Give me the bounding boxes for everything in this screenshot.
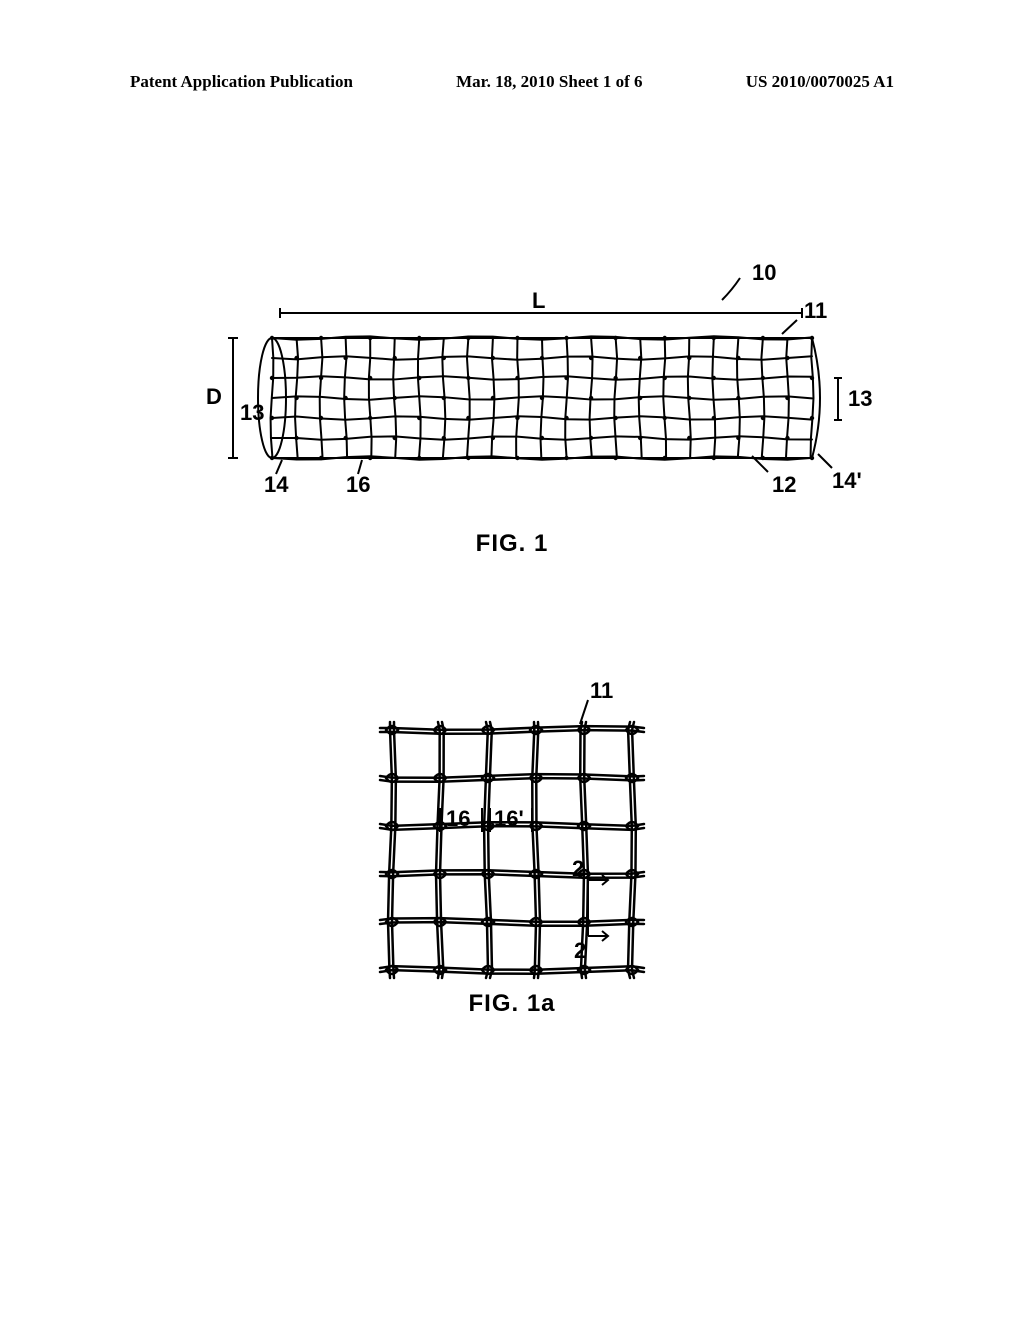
- label-L: L: [532, 288, 545, 313]
- label-12: 12: [772, 472, 796, 497]
- figure-1a: 11 16 16' 2 2 FIG. 1a: [0, 680, 1024, 1000]
- label-16: 16: [346, 472, 370, 497]
- header-center: Mar. 18, 2010 Sheet 1 of 6: [456, 72, 642, 92]
- figure-1a-caption: FIG. 1a: [0, 990, 1024, 1018]
- label-1a-2-top: 2: [572, 856, 584, 881]
- figure-1a-svg: 11 16 16' 2 2: [332, 680, 692, 980]
- label-11: 11: [804, 298, 827, 323]
- label-10: 10: [752, 260, 776, 285]
- figure-1: 10 L D 11 13 13 14 14' 16 12 FIG. 1: [0, 260, 1024, 560]
- header-left: Patent Application Publication: [130, 72, 353, 92]
- label-1a-16p: 16': [494, 806, 524, 831]
- label-14: 14: [264, 472, 289, 497]
- label-14p: 14': [832, 468, 862, 493]
- label-13-left: 13: [240, 400, 264, 425]
- label-D: D: [206, 384, 222, 409]
- header-right: US 2010/0070025 A1: [746, 72, 894, 92]
- figure-1-svg: 10 L D 11 13 13 14 14' 16 12: [132, 260, 892, 520]
- label-13-right: 13: [848, 386, 872, 411]
- label-1a-16: 16: [446, 806, 470, 831]
- label-1a-2-bottom: 2: [574, 938, 586, 963]
- label-1a-11: 11: [590, 680, 613, 703]
- page-header: Patent Application Publication Mar. 18, …: [0, 72, 1024, 92]
- figure-1-caption: FIG. 1: [0, 530, 1024, 558]
